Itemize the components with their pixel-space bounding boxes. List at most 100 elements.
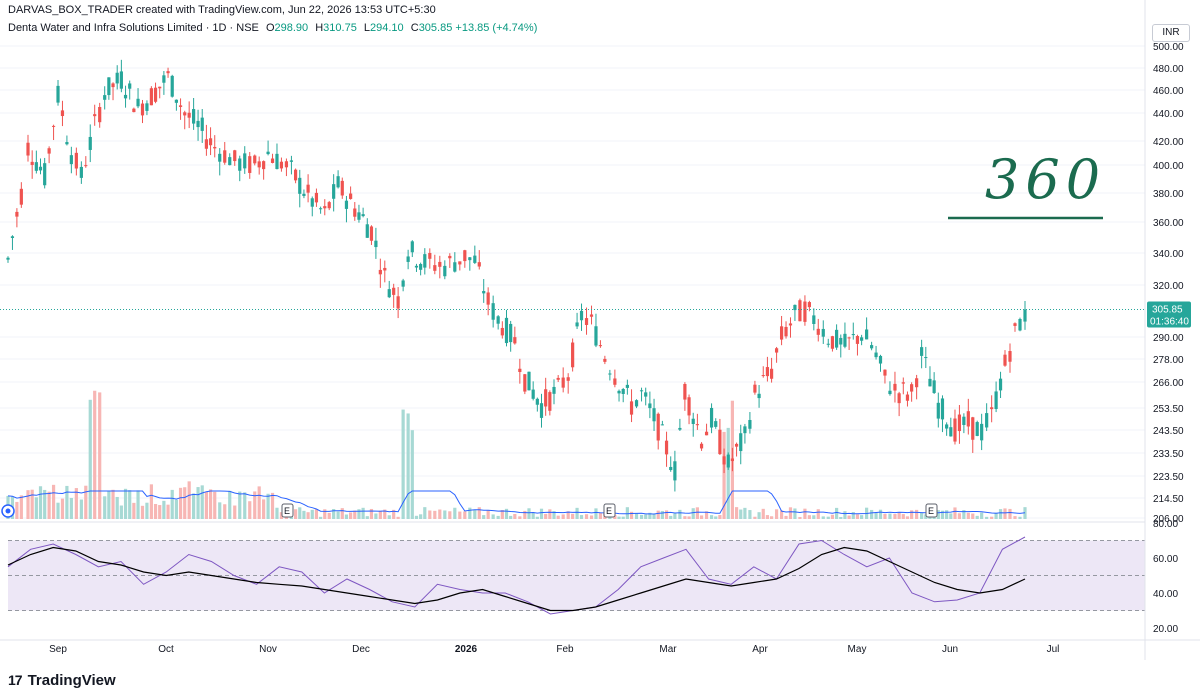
volume-bar xyxy=(47,491,51,519)
candle-body xyxy=(30,161,34,165)
earnings-marker-label: E xyxy=(928,506,934,516)
candle-body xyxy=(1013,323,1017,326)
volume-bar xyxy=(788,507,793,519)
volume-bar xyxy=(893,513,897,519)
volume-bar xyxy=(463,511,467,519)
candle-body xyxy=(327,202,331,209)
price-tick-label: 223.50 xyxy=(1153,472,1184,483)
volume-bar xyxy=(158,505,162,519)
volume-bar xyxy=(883,513,887,519)
volume-bar xyxy=(962,510,966,519)
candle-body xyxy=(103,95,107,100)
candle-body xyxy=(673,461,677,481)
candle-body xyxy=(88,136,92,150)
candle-body xyxy=(910,384,914,392)
volume-bar xyxy=(669,515,673,519)
volume-bar xyxy=(561,514,565,519)
candle-body xyxy=(883,369,887,376)
volume-bar xyxy=(535,516,539,519)
candle-body xyxy=(603,358,607,362)
candle-body xyxy=(994,391,998,409)
volume-bar xyxy=(901,514,905,519)
currency-button[interactable]: INR xyxy=(1152,24,1190,42)
volume-bar xyxy=(310,509,314,519)
candle-body xyxy=(843,333,847,347)
candle-body xyxy=(621,388,625,394)
volume-bar xyxy=(552,511,556,519)
time-tick-label: Mar xyxy=(659,644,677,655)
volume-bar xyxy=(990,516,994,519)
candle-body xyxy=(874,352,878,358)
candle-body xyxy=(860,337,864,341)
volume-bar xyxy=(275,507,279,519)
candle-body xyxy=(957,414,962,432)
candle-body xyxy=(149,88,153,106)
volume-bar xyxy=(784,515,788,519)
volume-bar xyxy=(878,509,883,519)
volume-bar xyxy=(119,505,123,519)
candle-body xyxy=(548,392,552,411)
volume-bar xyxy=(387,515,391,519)
candle-body xyxy=(323,206,327,209)
candle-body xyxy=(119,71,123,89)
low-label: L xyxy=(363,22,371,34)
candle-body xyxy=(575,322,579,327)
rsi-axis: 80.00 60.00 40.00 20.00 xyxy=(1153,519,1178,635)
candle-body xyxy=(664,440,669,455)
candles xyxy=(6,59,1027,492)
volume-bar xyxy=(683,516,687,519)
rsi-tick-label: 40.00 xyxy=(1153,589,1178,600)
volume-bar xyxy=(821,516,825,519)
volume-bar xyxy=(949,513,953,519)
low-value: 294.10 xyxy=(370,22,404,34)
candle-body xyxy=(453,262,457,272)
price-tick-label: 233.50 xyxy=(1153,449,1184,460)
price-tick-label: 500.00 xyxy=(1153,42,1184,53)
candle-body xyxy=(243,153,247,169)
candle-body xyxy=(238,158,242,171)
earnings-marker-label: E xyxy=(606,506,612,516)
volume-bar xyxy=(248,501,252,519)
candle-body xyxy=(10,236,15,239)
volume-bar xyxy=(196,487,200,519)
volume-bar xyxy=(1013,516,1017,519)
candle-body xyxy=(223,150,227,163)
volume-bar xyxy=(174,499,178,519)
candle-body xyxy=(473,255,477,263)
volume-bar xyxy=(65,485,69,519)
volume-bar xyxy=(584,514,589,519)
candle-body xyxy=(739,433,743,452)
volume-bar xyxy=(486,510,490,519)
price-tick-label: 400.00 xyxy=(1153,161,1184,172)
candle-body xyxy=(531,389,535,399)
candle-body xyxy=(84,165,88,167)
price-tick-label: 320.00 xyxy=(1153,281,1184,292)
volume-bar xyxy=(383,509,387,519)
candle-body xyxy=(310,198,314,207)
volume-bar xyxy=(468,507,472,519)
candle-body xyxy=(65,142,69,145)
change-value: +13.85 (+4.74%) xyxy=(455,22,538,34)
volume-bar xyxy=(847,515,851,519)
tradingview-logo[interactable]: 17 TradingView xyxy=(8,669,116,691)
volume-bar xyxy=(816,509,820,519)
volume-bar xyxy=(920,512,924,519)
volume-bar xyxy=(634,513,639,519)
candle-body xyxy=(170,75,174,97)
volume-bar xyxy=(826,516,830,519)
rsi-pane xyxy=(7,536,1145,615)
candle-body xyxy=(779,326,784,340)
volume-bar xyxy=(769,516,774,519)
volume-bar xyxy=(664,510,669,519)
candle-body xyxy=(196,120,200,128)
volume-bar xyxy=(423,507,427,519)
volume-bar xyxy=(897,512,901,519)
candle-body xyxy=(93,114,97,117)
volume-bar xyxy=(625,507,629,519)
candle-body xyxy=(183,112,187,116)
volume-bar xyxy=(774,509,779,519)
time-tick-label: Feb xyxy=(556,644,574,655)
volume-bar xyxy=(208,489,213,519)
candle-body xyxy=(314,192,319,203)
